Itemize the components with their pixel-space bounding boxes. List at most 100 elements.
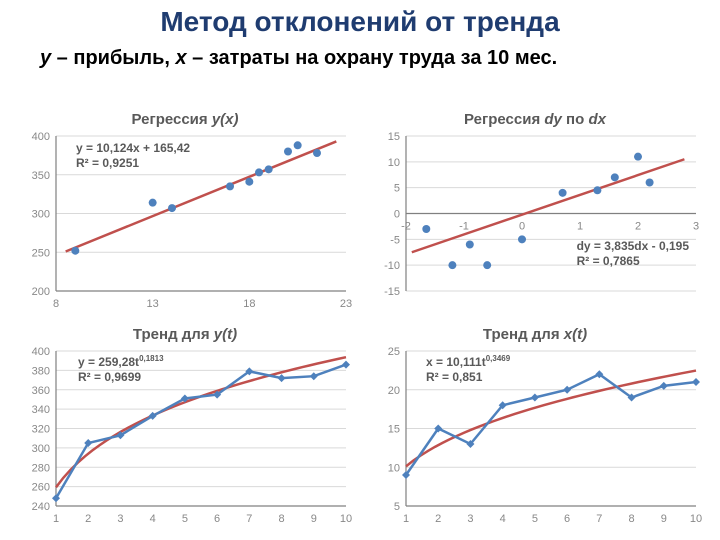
chart-trend-yt: Тренд для y(t)24026028030032034036038040… bbox=[15, 325, 355, 530]
svg-text:7: 7 bbox=[246, 513, 252, 525]
svg-text:1: 1 bbox=[53, 513, 59, 525]
data-point bbox=[466, 241, 474, 249]
svg-text:4: 4 bbox=[150, 513, 156, 525]
data-point bbox=[611, 173, 619, 181]
data-marker bbox=[660, 382, 668, 390]
svg-text:3: 3 bbox=[117, 513, 123, 525]
data-point bbox=[646, 179, 654, 187]
data-point bbox=[559, 189, 567, 197]
svg-text:280: 280 bbox=[32, 462, 50, 474]
data-point bbox=[483, 261, 491, 269]
data-marker bbox=[342, 361, 350, 369]
data-point bbox=[593, 186, 601, 194]
sub-t2: – затраты на охрану труда за 10 мес. bbox=[187, 47, 558, 69]
data-point bbox=[168, 204, 176, 212]
svg-text:8: 8 bbox=[628, 513, 634, 525]
svg-text:8: 8 bbox=[53, 298, 59, 310]
data-marker bbox=[563, 386, 571, 394]
svg-text:8: 8 bbox=[278, 513, 284, 525]
svg-text:2: 2 bbox=[635, 221, 641, 233]
svg-text:2: 2 bbox=[85, 513, 91, 525]
chart-regression-dydx: Регрессия dy по dx-15-10-5051015-2-10123… bbox=[365, 110, 705, 315]
chart-svg: 24026028030032034036038040012345678910 bbox=[16, 346, 356, 531]
svg-text:18: 18 bbox=[243, 298, 255, 310]
data-point bbox=[294, 141, 302, 149]
data-point bbox=[448, 261, 456, 269]
svg-text:6: 6 bbox=[564, 513, 570, 525]
chart-title: Регрессия y(x) bbox=[16, 111, 354, 128]
chart-svg: -15-10-5051015-2-10123 bbox=[366, 131, 706, 316]
data-point bbox=[265, 165, 273, 173]
svg-text:10: 10 bbox=[388, 462, 400, 474]
sub-y: y bbox=[40, 47, 51, 69]
svg-text:0: 0 bbox=[519, 221, 525, 233]
svg-text:9: 9 bbox=[311, 513, 317, 525]
chart-title: Тренд для x(t) bbox=[366, 326, 704, 343]
slide-subtitle: y – прибыль, x – затраты на охрану труда… bbox=[40, 46, 680, 71]
data-marker bbox=[531, 394, 539, 402]
chart-svg: 51015202512345678910 bbox=[366, 346, 706, 531]
data-point bbox=[245, 178, 253, 186]
svg-text:20: 20 bbox=[388, 385, 400, 397]
svg-text:5: 5 bbox=[394, 183, 400, 195]
svg-text:15: 15 bbox=[388, 131, 400, 143]
svg-text:250: 250 bbox=[32, 247, 50, 259]
data-point bbox=[255, 168, 263, 176]
data-point bbox=[313, 149, 321, 157]
svg-text:13: 13 bbox=[147, 298, 159, 310]
chart-annotation: x = 10,111t0,3469R² = 0,851 bbox=[426, 354, 510, 385]
data-point bbox=[634, 153, 642, 161]
svg-text:10: 10 bbox=[690, 513, 702, 525]
slide-title: Метод отклонений от тренда bbox=[0, 6, 720, 38]
chart-title: Тренд для y(t) bbox=[16, 326, 354, 343]
svg-text:7: 7 bbox=[596, 513, 602, 525]
svg-text:9: 9 bbox=[661, 513, 667, 525]
svg-text:340: 340 bbox=[32, 404, 50, 416]
svg-text:3: 3 bbox=[467, 513, 473, 525]
svg-text:10: 10 bbox=[340, 513, 352, 525]
svg-text:-5: -5 bbox=[390, 234, 400, 246]
svg-text:320: 320 bbox=[32, 424, 50, 436]
svg-text:10: 10 bbox=[388, 157, 400, 169]
svg-text:-10: -10 bbox=[384, 260, 400, 272]
svg-text:15: 15 bbox=[388, 424, 400, 436]
svg-text:0: 0 bbox=[394, 209, 400, 221]
chart-trend-xt: Тренд для x(t)51015202512345678910x = 10… bbox=[365, 325, 705, 530]
svg-text:3: 3 bbox=[693, 221, 699, 233]
chart-regression-yx: Регрессия y(x) 200 250 300 350 400 8 13 18 23 y = … bbox=[15, 110, 355, 315]
chart-annotation: y = 259,28t0,1813R² = 0,9699 bbox=[78, 354, 164, 385]
data-marker bbox=[310, 372, 318, 380]
data-marker bbox=[692, 378, 700, 386]
svg-text:-1: -1 bbox=[459, 221, 469, 233]
chart-grid: Регрессия y(x)2002503003504008131823y = … bbox=[15, 110, 705, 530]
data-point bbox=[226, 182, 234, 190]
svg-text:360: 360 bbox=[32, 385, 50, 397]
data-point bbox=[518, 235, 526, 243]
svg-text:200: 200 bbox=[32, 286, 50, 298]
svg-text:4: 4 bbox=[500, 513, 506, 525]
svg-text:-15: -15 bbox=[384, 286, 400, 298]
data-point bbox=[284, 148, 292, 156]
sub-x: x bbox=[176, 47, 187, 69]
data-point bbox=[422, 225, 430, 233]
svg-text:1: 1 bbox=[577, 221, 583, 233]
svg-text:23: 23 bbox=[340, 298, 352, 310]
svg-text:5: 5 bbox=[532, 513, 538, 525]
chart-title: Регрессия dy по dx bbox=[366, 111, 704, 128]
svg-text:6: 6 bbox=[214, 513, 220, 525]
data-point bbox=[149, 199, 157, 207]
svg-text:5: 5 bbox=[182, 513, 188, 525]
svg-text:300: 300 bbox=[32, 209, 50, 221]
svg-text:350: 350 bbox=[32, 170, 50, 182]
svg-text:25: 25 bbox=[388, 346, 400, 358]
data-marker bbox=[278, 374, 286, 382]
svg-text:240: 240 bbox=[32, 501, 50, 513]
chart-annotation: y = 10,124x + 165,42R² = 0,9251 bbox=[76, 141, 190, 171]
svg-text:400: 400 bbox=[32, 131, 50, 143]
sub-t1: – прибыль, bbox=[51, 47, 175, 69]
svg-text:5: 5 bbox=[394, 501, 400, 513]
svg-text:2: 2 bbox=[435, 513, 441, 525]
svg-text:400: 400 bbox=[32, 346, 50, 358]
svg-text:260: 260 bbox=[32, 482, 50, 494]
svg-text:300: 300 bbox=[32, 443, 50, 455]
